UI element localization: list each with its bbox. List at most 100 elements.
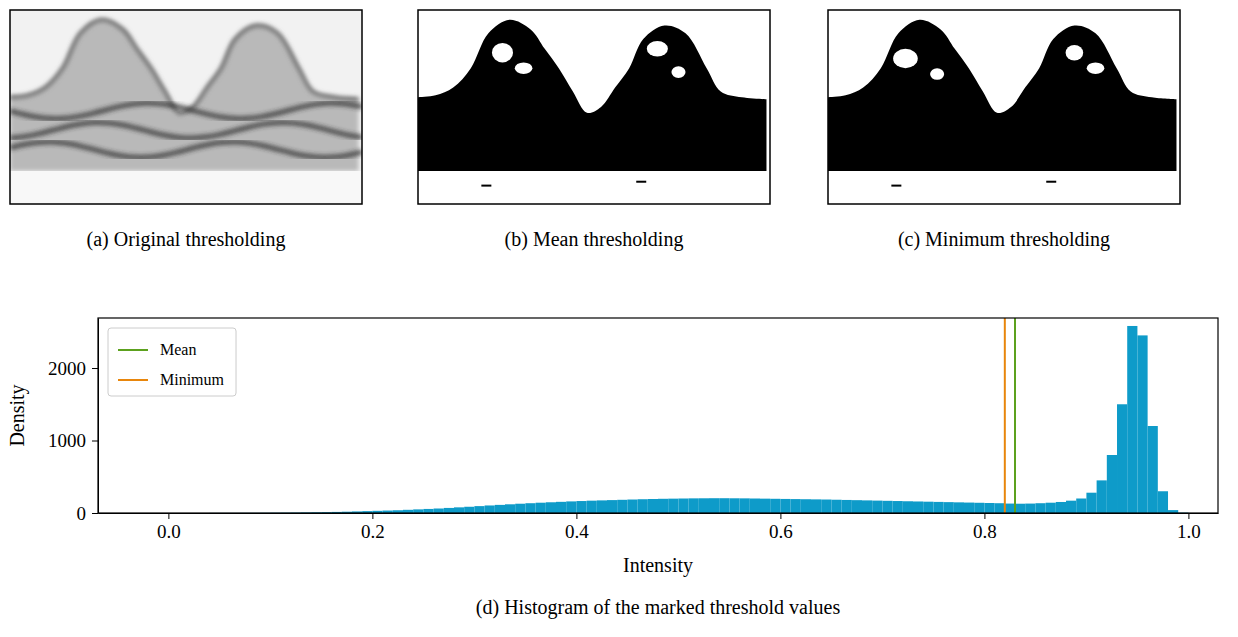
histogram-bar — [954, 502, 964, 513]
histogram-bar — [597, 500, 607, 513]
histogram-bar — [780, 499, 790, 513]
image-hole — [492, 43, 513, 62]
image-hole — [515, 62, 533, 74]
tick-mark — [168, 513, 169, 519]
image-speck — [891, 185, 901, 187]
histogram-bar — [1056, 502, 1066, 513]
histogram-bar — [1107, 455, 1117, 513]
legend-label: Minimum — [160, 371, 225, 388]
legend-box — [108, 328, 236, 396]
histogram-bar — [464, 507, 474, 513]
histogram-bar — [1086, 493, 1096, 513]
x-tick: 1.0 — [1177, 513, 1201, 542]
histogram-bar — [1158, 491, 1168, 513]
histogram-bar — [1015, 504, 1025, 513]
image-edge — [10, 20, 358, 113]
histogram-bar — [556, 502, 566, 513]
histogram-bar — [1137, 335, 1147, 513]
tick-mark — [92, 368, 98, 369]
histogram-bar — [576, 501, 586, 513]
histogram-bar — [811, 499, 821, 513]
legend: MeanMinimum — [108, 328, 236, 396]
x-axis-title: Intensity — [623, 554, 693, 577]
tick-mark — [372, 513, 373, 519]
image-speck — [1046, 181, 1056, 183]
histogram-bar — [893, 501, 903, 513]
histogram-bar — [944, 502, 954, 513]
image-region — [828, 20, 1176, 171]
y-axis-title: Density — [6, 384, 29, 446]
histogram-bar — [1117, 404, 1127, 513]
tick-label: 0.2 — [361, 521, 385, 542]
tick-label: 1.0 — [1177, 521, 1201, 542]
tick-label: 0.0 — [157, 521, 181, 542]
x-tick: 0.4 — [565, 513, 589, 542]
image-background — [10, 10, 362, 204]
histogram-bar — [801, 499, 811, 513]
histogram-bar — [587, 501, 597, 513]
image-panel — [418, 10, 770, 204]
histogram-bar — [872, 501, 882, 513]
y-tick: 2000 — [48, 358, 98, 379]
histogram-bar — [505, 504, 515, 513]
tick-label: 2000 — [48, 358, 86, 379]
tick-mark — [780, 513, 781, 519]
histogram-bar — [821, 500, 831, 513]
histogram-bar — [566, 501, 576, 513]
plot-area — [209, 318, 1188, 513]
histogram-bar — [709, 498, 719, 513]
plot-frame — [98, 318, 1218, 513]
histogram-bar — [750, 499, 760, 513]
tick-mark — [576, 513, 577, 519]
tick-mark — [1188, 513, 1189, 519]
legend-swatch — [118, 349, 148, 351]
histogram-bar — [923, 502, 933, 513]
image-stripe — [10, 142, 362, 158]
image-hole — [671, 66, 685, 78]
tick-label: 1000 — [48, 430, 86, 451]
histogram-bar — [862, 500, 872, 513]
histogram-bar — [525, 503, 535, 513]
histogram-bar — [668, 499, 678, 513]
chart-caption: (d) Histogram of the marked threshold va… — [476, 596, 841, 619]
histogram-bar — [770, 499, 780, 513]
panel-caption: (c) Minimum thresholding — [898, 228, 1110, 251]
histogram-bar — [1127, 326, 1137, 513]
histogram-bar — [648, 499, 658, 513]
histogram-bar — [434, 509, 444, 513]
histogram-bar — [974, 503, 984, 513]
threshold-line — [1014, 318, 1016, 513]
tick-label: 0 — [77, 503, 87, 524]
figure: (a) Original thresholding(b) Mean thresh… — [0, 0, 1238, 637]
histogram-bar — [740, 498, 750, 513]
histogram-bar — [842, 500, 852, 513]
x-axis: 0.0 0.2 0.4 0.6 0.8 1.0 — [99, 513, 1219, 542]
histogram-bar — [423, 509, 433, 513]
panel-frame — [418, 10, 770, 204]
histogram-bar — [678, 499, 688, 513]
image-panel — [10, 10, 362, 204]
image-hole — [1087, 62, 1105, 74]
panel-caption: (a) Original thresholding — [87, 228, 286, 251]
histogram-bar — [515, 504, 525, 513]
histogram-bar — [852, 500, 862, 513]
histogram-bar — [1066, 501, 1076, 513]
histogram-bar — [474, 506, 484, 513]
histogram-bar — [658, 499, 668, 513]
x-tick: 0.6 — [769, 513, 793, 542]
y-tick: 1000 — [48, 430, 98, 451]
tick-label: 0.8 — [973, 521, 997, 542]
x-tick: 0.8 — [973, 513, 997, 542]
image-hole — [647, 41, 668, 57]
histogram-bar — [699, 498, 709, 513]
histogram-bar — [454, 507, 464, 513]
tick-mark — [984, 513, 985, 519]
panel-frame — [10, 10, 362, 204]
histogram-bar — [495, 505, 505, 513]
panel-frame — [828, 10, 1180, 204]
histogram-bar — [831, 500, 841, 513]
image-stripe — [10, 103, 362, 119]
threshold-line — [1004, 318, 1006, 513]
image-hole — [893, 49, 918, 68]
histogram-bar — [1046, 503, 1056, 513]
